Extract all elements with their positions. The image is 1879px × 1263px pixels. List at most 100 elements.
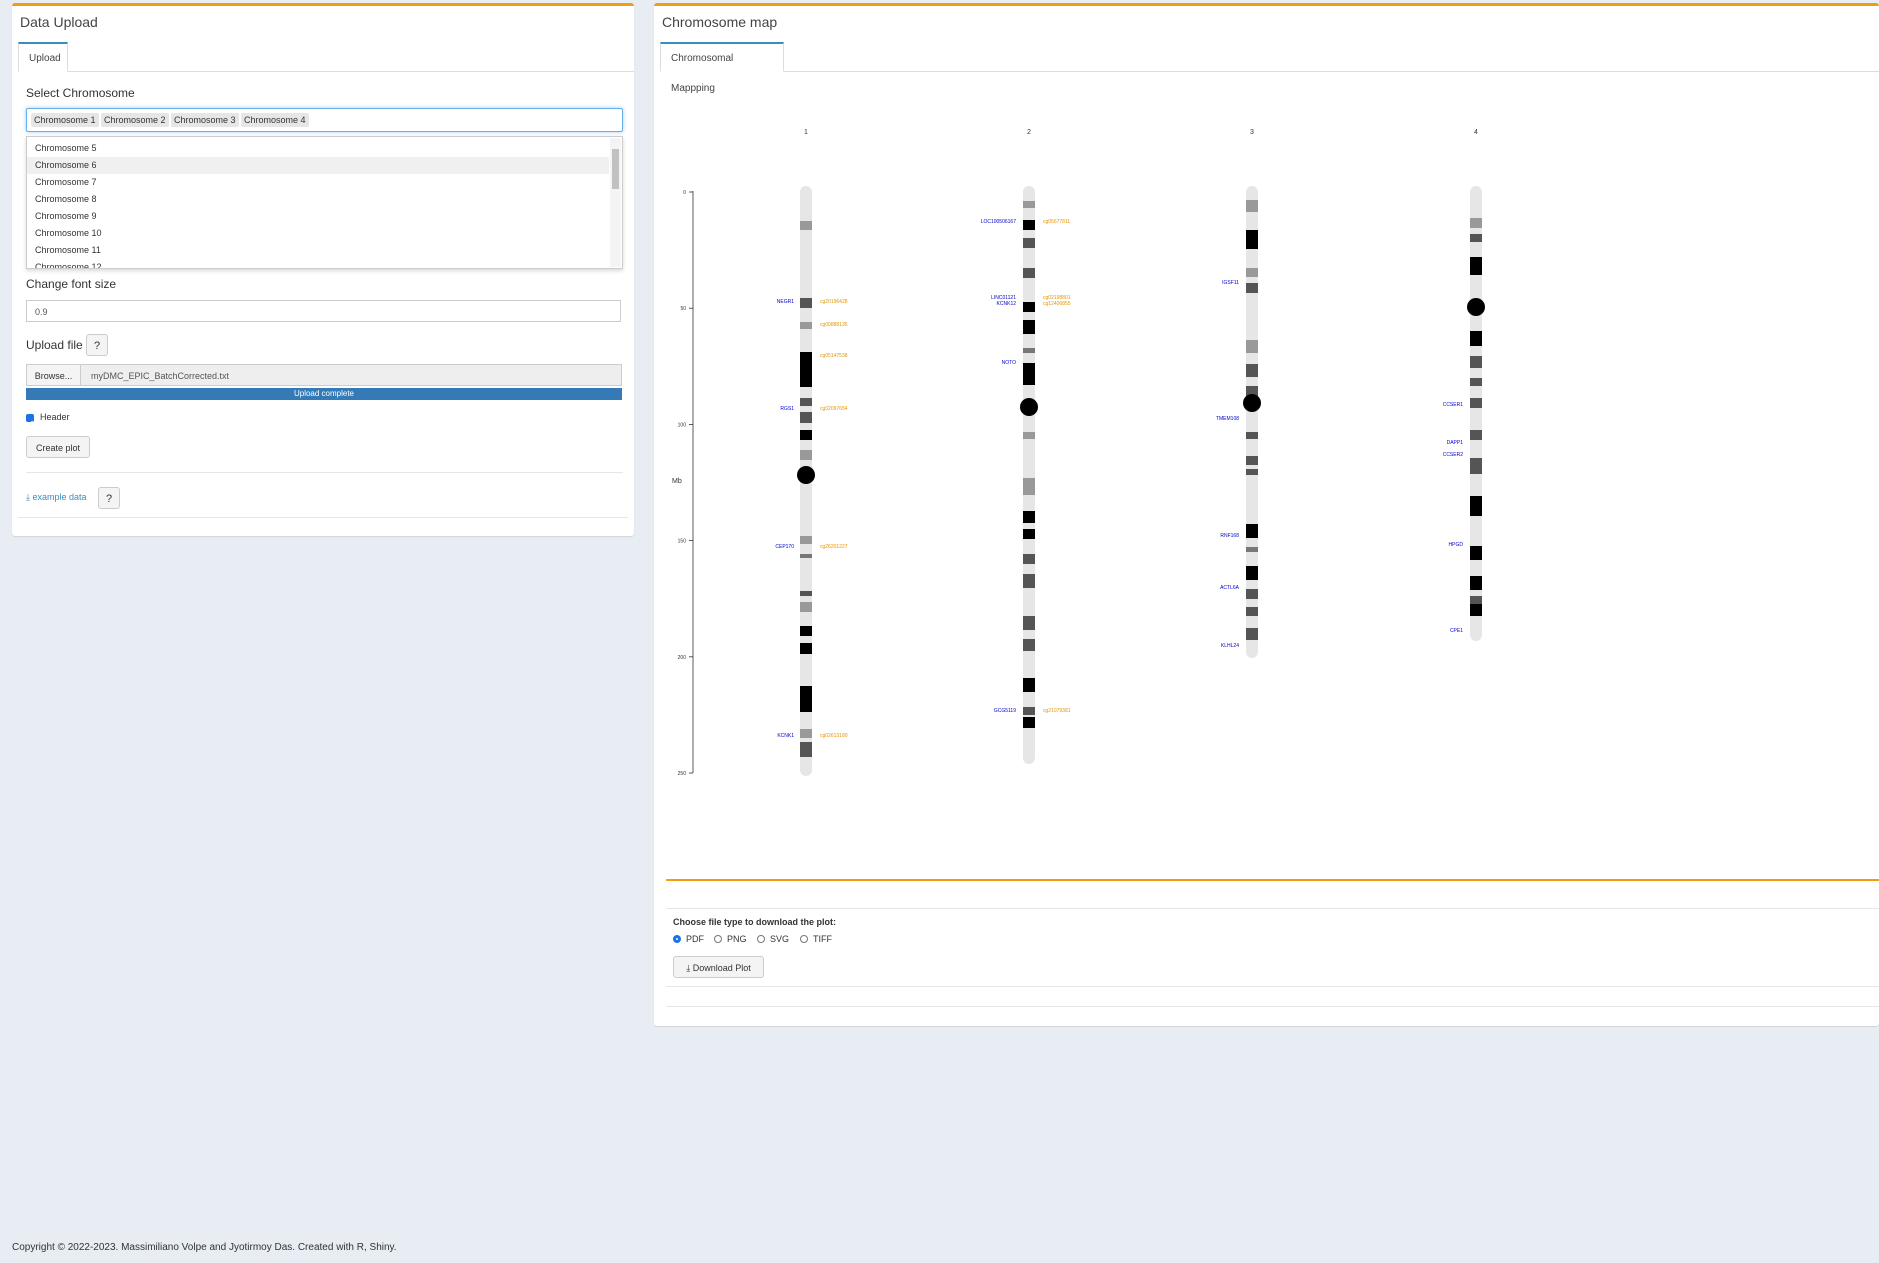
probe-label: cg20196428 bbox=[820, 299, 848, 305]
chromosome-map-panel: Chromosome map Chromosomal Mappping 1 2 … bbox=[654, 3, 1879, 1026]
gene-label: CPE1 bbox=[1450, 628, 1463, 634]
header-checkbox-label: Header bbox=[40, 412, 70, 422]
upload-tabs: Upload bbox=[18, 41, 634, 72]
plot-divider bbox=[666, 879, 1879, 881]
y-axis-unit-label: Mb bbox=[672, 478, 682, 485]
divider bbox=[666, 1006, 1879, 1007]
panel-title: Chromosome map bbox=[662, 14, 778, 30]
probe-label: cg02097654 bbox=[820, 406, 848, 412]
chromosome-1-ideogram bbox=[797, 186, 815, 776]
chromosome-number: 2 bbox=[1027, 129, 1031, 136]
gene-label: KCNK12 bbox=[997, 301, 1017, 307]
probe-label: cg26201227 bbox=[820, 544, 848, 550]
radio-icon bbox=[757, 935, 765, 943]
gene-label: KLHL24 bbox=[1221, 643, 1239, 649]
gene-label: NEGR1 bbox=[777, 299, 794, 305]
dropdown-option[interactable]: Chromosome 5 bbox=[35, 143, 97, 153]
probe-label: cg21079381 bbox=[1043, 708, 1071, 714]
chromosome-select-input[interactable]: Chromosome 1 Chromosome 2 Chromosome 3 C… bbox=[26, 108, 623, 132]
probe-label: cg02613180 bbox=[820, 733, 848, 739]
chromosome-dropdown[interactable]: Chromosome 5 Chromosome 6 Chromosome 7 C… bbox=[26, 136, 623, 269]
browse-button[interactable]: Browse... bbox=[26, 364, 81, 386]
dropdown-option-highlighted[interactable]: Chromosome 6 bbox=[27, 157, 609, 174]
radio-label: SVG bbox=[770, 934, 790, 944]
gene-label: DAPP1 bbox=[1447, 440, 1464, 446]
dropdown-scrollbar[interactable] bbox=[610, 138, 621, 267]
create-plot-button[interactable]: Create plot bbox=[26, 436, 90, 458]
dropdown-option[interactable]: Chromosome 10 bbox=[35, 228, 102, 238]
probe-label: cg05677811 bbox=[1043, 219, 1070, 225]
gene-label: TMEM108 bbox=[1216, 416, 1239, 422]
radio-label: TIFF bbox=[813, 934, 832, 944]
dropdown-option[interactable]: Chromosome 11 bbox=[35, 245, 101, 255]
example-data-text: example data bbox=[32, 492, 87, 502]
header-checkbox[interactable] bbox=[26, 414, 34, 426]
gene-label: LINC01121 bbox=[991, 295, 1016, 301]
upload-progress-bar: Upload complete bbox=[26, 388, 622, 400]
upload-file-label: Upload file bbox=[26, 338, 83, 352]
selected-chip-1[interactable]: Chromosome 1 bbox=[31, 113, 99, 127]
selected-chip-2[interactable]: Chromosome 2 bbox=[101, 113, 169, 127]
divider bbox=[18, 517, 628, 518]
upload-help-button[interactable]: ? bbox=[86, 334, 108, 356]
gene-label: CCSER2 bbox=[1443, 452, 1464, 458]
y-axis-ticks: 0 50 100 150 200 250 bbox=[678, 190, 693, 777]
chromosome-3-ideogram bbox=[1243, 186, 1261, 658]
download-icon: ⤓ bbox=[686, 963, 691, 973]
probe-label: cg02198801 bbox=[1043, 295, 1071, 301]
radio-icon bbox=[800, 935, 808, 943]
format-radio-tiff[interactable]: TIFF bbox=[800, 934, 832, 944]
selected-chip-3[interactable]: Chromosome 3 bbox=[171, 113, 239, 127]
gene-label: GCG5119 bbox=[994, 708, 1016, 714]
download-plot-button[interactable]: ⤓ Download Plot bbox=[673, 956, 764, 978]
font-size-input[interactable]: 0.9 bbox=[26, 300, 621, 322]
download-format-label: Choose file type to download the plot: bbox=[673, 917, 836, 927]
divider bbox=[26, 472, 623, 473]
format-radio-svg[interactable]: SVG bbox=[757, 934, 789, 944]
dropdown-option[interactable]: Chromosome 8 bbox=[35, 194, 97, 204]
probe-label: cg12406855 bbox=[1043, 301, 1071, 307]
chromosome-number: 1 bbox=[804, 129, 808, 136]
scrollbar-thumb[interactable] bbox=[612, 149, 619, 189]
y-axis-tick-label: 0 bbox=[683, 190, 686, 196]
radio-label: PNG bbox=[727, 934, 747, 944]
tab-upload[interactable]: Upload bbox=[18, 42, 68, 72]
probe-label: cg00888135 bbox=[820, 322, 848, 328]
divider bbox=[666, 908, 1879, 909]
download-icon: ⤓ bbox=[26, 492, 30, 502]
chromosome-number: 3 bbox=[1250, 129, 1254, 136]
gene-label: NOTO bbox=[1002, 360, 1016, 366]
chromosome-number: 4 bbox=[1474, 129, 1478, 136]
y-axis: 0 50 100 150 200 250 Mb bbox=[672, 190, 694, 777]
footer-copyright: Copyright © 2022-2023. Massimiliano Volp… bbox=[12, 1242, 397, 1253]
format-radio-pdf[interactable]: PDF bbox=[673, 934, 704, 944]
selected-chip-4[interactable]: Chromosome 4 bbox=[241, 113, 309, 127]
probe-label: cg05147538 bbox=[820, 353, 848, 359]
panel-title: Data Upload bbox=[20, 14, 98, 30]
y-axis-tick-label: 100 bbox=[678, 422, 687, 428]
gene-label: IGSF11 bbox=[1222, 280, 1239, 286]
tab-chromosomal-mapping[interactable]: Chromosomal Mappping bbox=[660, 42, 784, 94]
example-help-button[interactable]: ? bbox=[98, 487, 120, 509]
dropdown-option[interactable]: Chromosome 9 bbox=[35, 211, 97, 221]
dropdown-option[interactable]: Chromosome 12 bbox=[35, 262, 102, 269]
y-axis-tick-label: 150 bbox=[678, 539, 687, 545]
format-radio-png[interactable]: PNG bbox=[714, 934, 747, 944]
gene-label: CEP170 bbox=[775, 544, 794, 550]
gene-label: CCSER1 bbox=[1443, 402, 1464, 408]
chromosome-4-ideogram bbox=[1467, 186, 1485, 641]
check-icon bbox=[27, 420, 33, 426]
chromosome-map-plot: 1 2 3 4 0 50 100 150 200 250 Mb bbox=[672, 129, 1485, 777]
radio-checked-icon bbox=[673, 935, 681, 943]
radio-icon bbox=[714, 935, 722, 943]
example-data-link[interactable]: ⤓ example data bbox=[26, 492, 87, 503]
select-chromosome-label: Select Chromosome bbox=[26, 86, 135, 100]
y-axis-tick-label: 50 bbox=[680, 306, 686, 312]
dropdown-option[interactable]: Chromosome 7 bbox=[35, 177, 97, 187]
filename-field: myDMC_EPIC_BatchCorrected.txt bbox=[80, 364, 622, 386]
download-plot-label: Download Plot bbox=[692, 963, 751, 973]
map-tabs: Chromosomal Mappping bbox=[660, 41, 1879, 94]
gene-label: RGS1 bbox=[780, 406, 794, 412]
gene-label: ACTL6A bbox=[1220, 585, 1240, 591]
annotations: NEGR1 cg20196428 cg00888135 cg05147538 R… bbox=[775, 219, 1463, 739]
